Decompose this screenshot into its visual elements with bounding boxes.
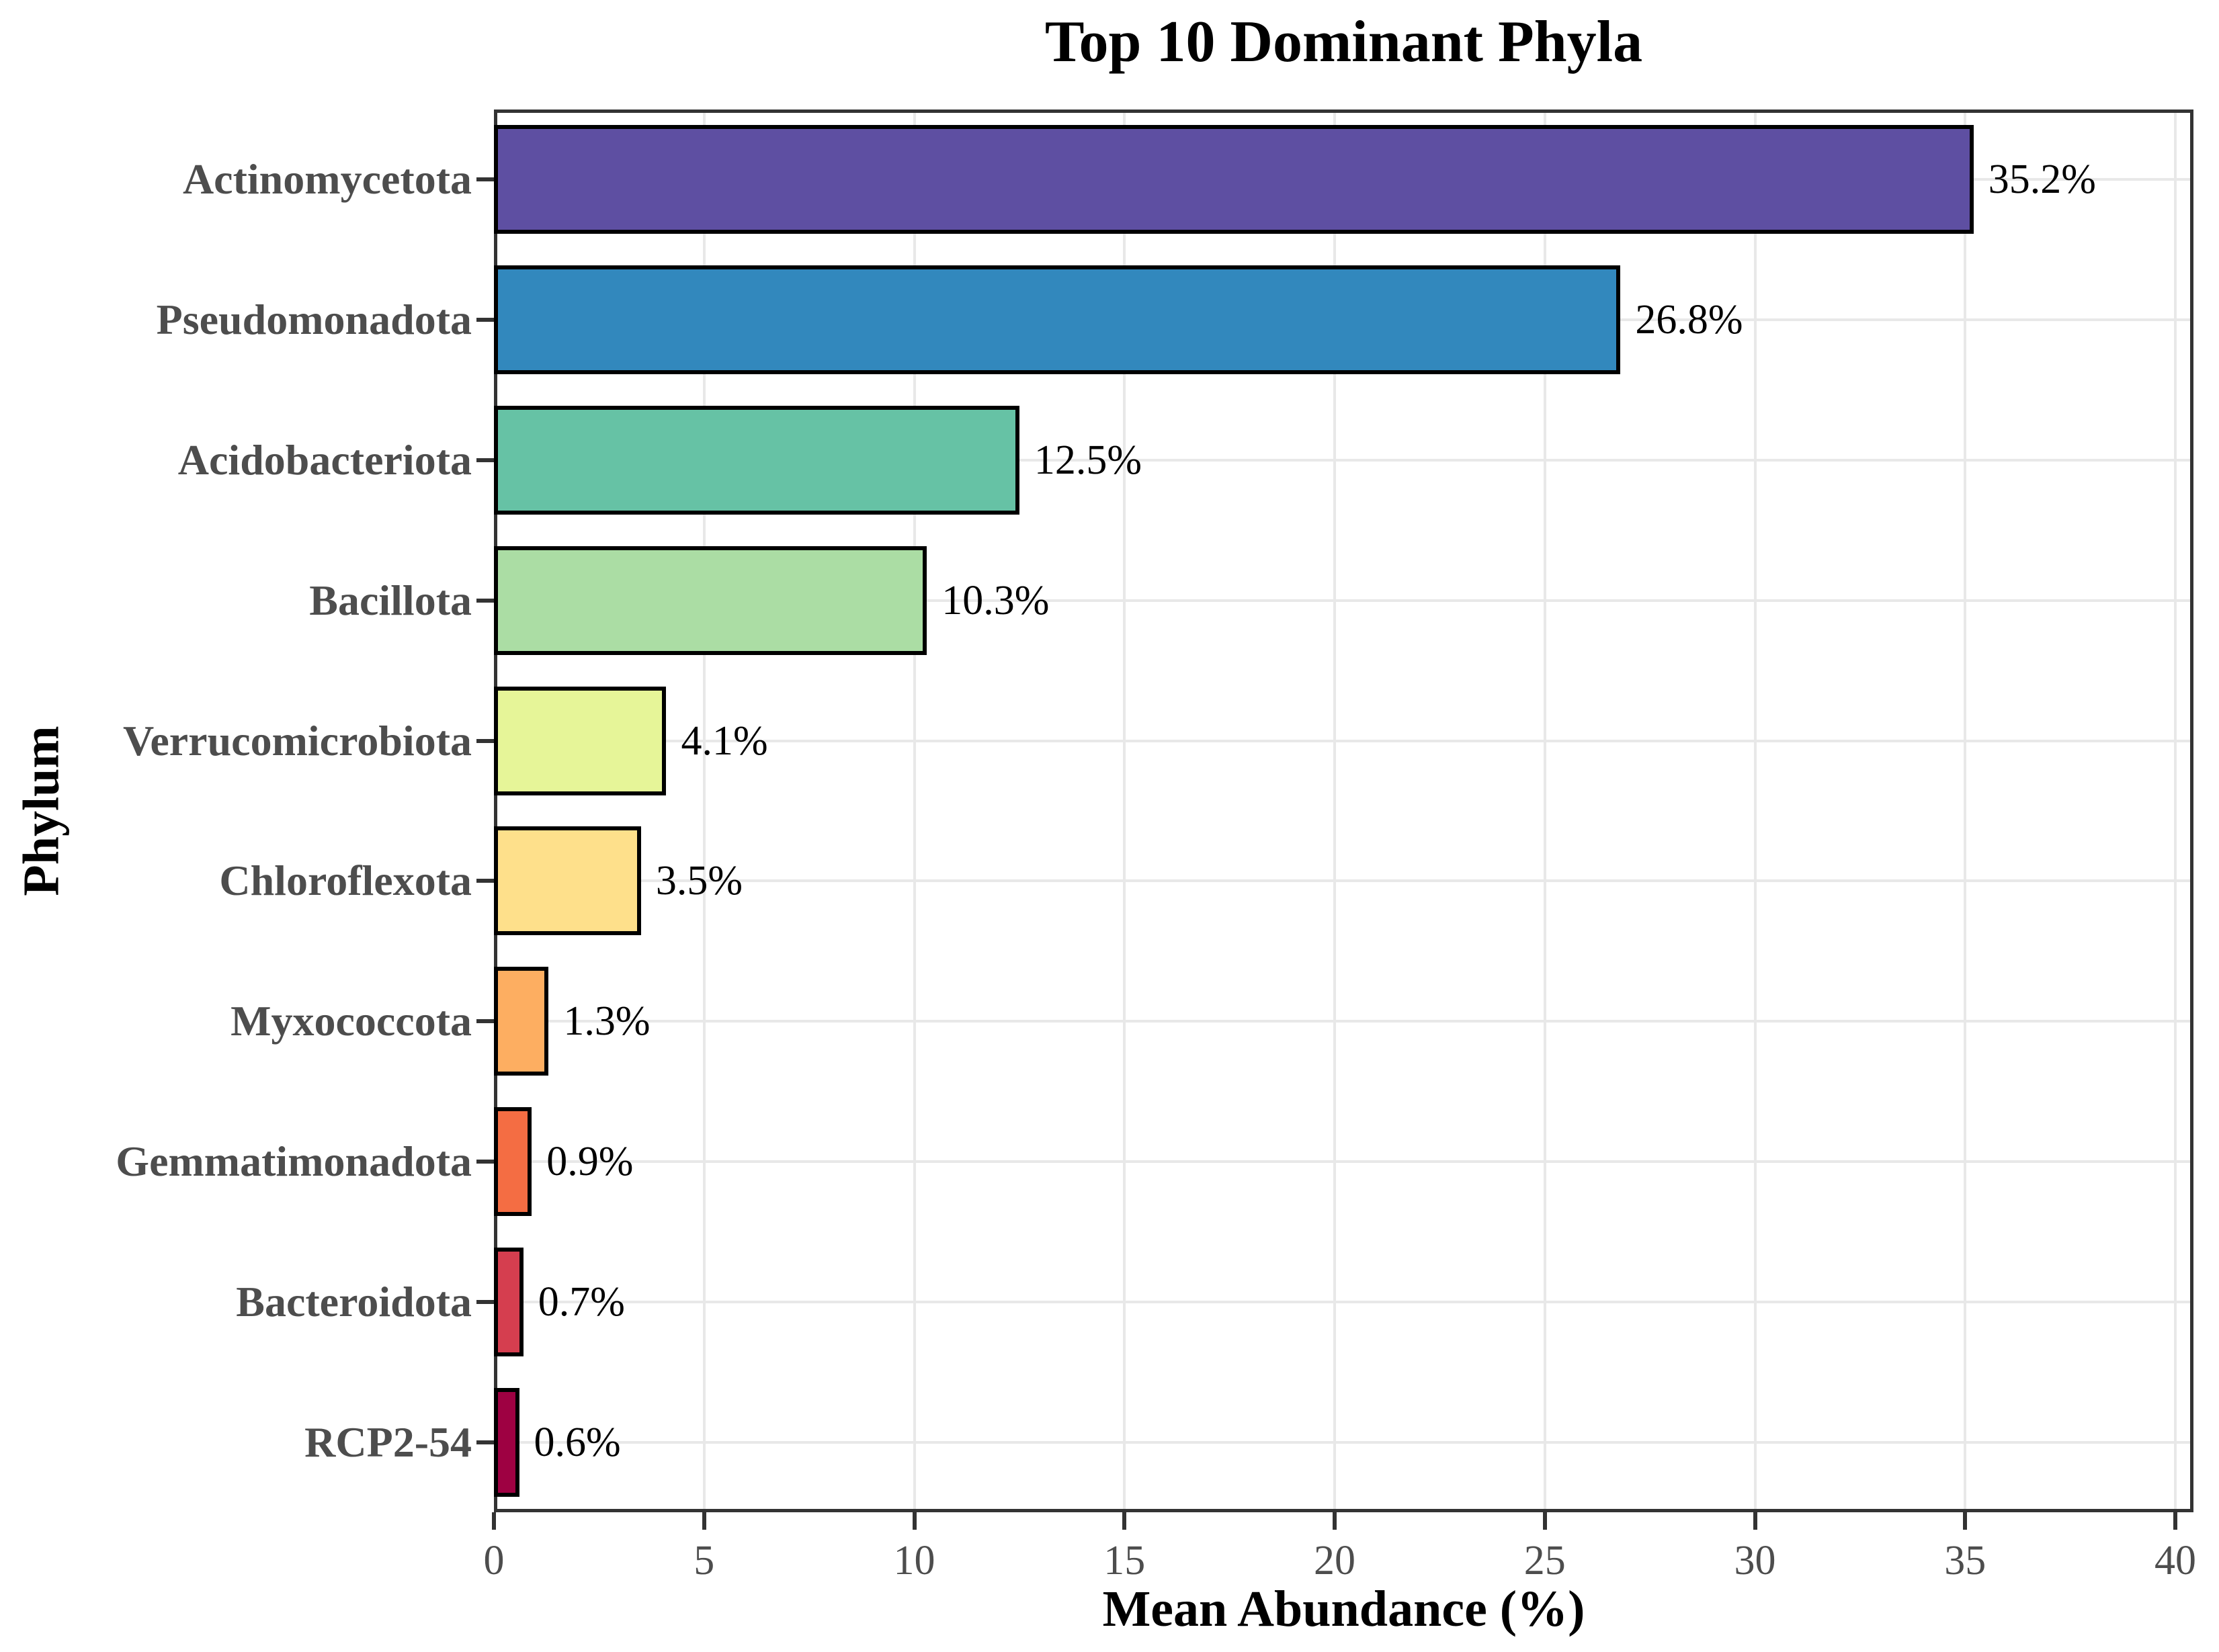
x-tick-mark (702, 1512, 706, 1530)
bar-value-label: 10.3% (941, 577, 1050, 623)
x-gridline (1333, 113, 1336, 1509)
y-gridline (497, 599, 2190, 602)
y-gridline (497, 1020, 2190, 1023)
x-tick-mark (2173, 1512, 2177, 1530)
bar (494, 826, 641, 936)
y-axis-category-label: Verrucomicrobiota (123, 716, 472, 765)
bar-value-label: 26.8% (1635, 297, 1743, 343)
y-axis-category-label: Myxococcota (231, 997, 472, 1045)
x-axis-tick-label: 5 (694, 1538, 715, 1583)
y-gridline (497, 1160, 2190, 1163)
y-tick-mark (476, 1440, 494, 1444)
bar (494, 967, 549, 1076)
x-axis-title: Mean Abundance (%) (1102, 1581, 1585, 1637)
x-gridline (702, 113, 706, 1509)
bar (494, 686, 667, 795)
y-tick-mark (476, 1160, 494, 1164)
chart-title: Top 10 Dominant Phyla (1044, 9, 1643, 75)
x-gridline (913, 113, 916, 1509)
x-tick-mark (1122, 1512, 1127, 1530)
x-axis-tick-label: 0 (483, 1538, 505, 1583)
y-tick-mark (476, 1019, 494, 1024)
bar-value-label: 0.9% (546, 1139, 634, 1184)
bar-value-label: 1.3% (563, 998, 651, 1045)
y-axis-category-label: Bacteroidota (236, 1277, 472, 1325)
x-axis-tick-label: 30 (1734, 1538, 1776, 1583)
x-axis-tick-label: 20 (1314, 1538, 1355, 1583)
bar (494, 125, 1974, 234)
y-tick-mark (476, 177, 494, 182)
x-gridline (1964, 113, 1967, 1509)
y-tick-mark (476, 738, 494, 743)
y-gridline (497, 879, 2190, 883)
x-tick-mark (1753, 1512, 1757, 1530)
y-gridline (497, 1300, 2190, 1303)
x-gridline (1123, 113, 1126, 1509)
x-axis-tick-label: 15 (1103, 1538, 1146, 1583)
y-axis-category-label: RCP2-54 (304, 1418, 472, 1466)
x-axis-tick-label: 35 (1944, 1538, 1986, 1583)
y-tick-mark (476, 1299, 494, 1304)
x-axis-tick-label: 25 (1523, 1538, 1566, 1583)
x-tick-mark (492, 1512, 496, 1530)
y-gridline (497, 739, 2190, 742)
bar-value-label: 12.5% (1034, 437, 1142, 483)
y-axis-category-label: Gemmatimonadota (116, 1137, 472, 1185)
bar (494, 1387, 519, 1497)
bar-value-label: 3.5% (655, 858, 743, 904)
x-gridline (2174, 113, 2177, 1509)
y-axis-category-label: Pseudomonadota (156, 296, 472, 344)
bar-value-label: 0.7% (538, 1278, 625, 1325)
bar (494, 546, 927, 655)
y-axis-category-label: Bacillota (309, 576, 472, 624)
y-axis-category-label: Chloroflexota (219, 857, 472, 905)
x-axis-tick-label: 40 (2154, 1538, 2196, 1583)
x-tick-mark (1542, 1512, 1547, 1530)
y-tick-mark (476, 598, 494, 603)
bar (494, 1107, 532, 1216)
y-gridline (497, 1440, 2190, 1444)
y-tick-mark (476, 879, 494, 883)
bar (494, 265, 1621, 375)
bar-value-label: 35.2% (1988, 157, 2096, 203)
x-tick-mark (1963, 1512, 1968, 1530)
bar-value-label: 0.6% (534, 1419, 621, 1465)
x-tick-mark (912, 1512, 917, 1530)
y-axis-category-label: Actinomycetota (182, 155, 472, 204)
x-gridline (1753, 113, 1757, 1509)
y-gridline (497, 459, 2190, 462)
x-gridline (1543, 113, 1546, 1509)
bar (494, 1247, 524, 1356)
bar (494, 406, 1019, 515)
y-axis-category-label: Acidobacteriota (177, 436, 472, 484)
bar-value-label: 4.1% (681, 718, 768, 764)
y-tick-mark (476, 458, 494, 462)
y-tick-mark (476, 318, 494, 322)
x-axis-tick-label: 10 (893, 1538, 935, 1583)
x-tick-mark (1333, 1512, 1337, 1530)
